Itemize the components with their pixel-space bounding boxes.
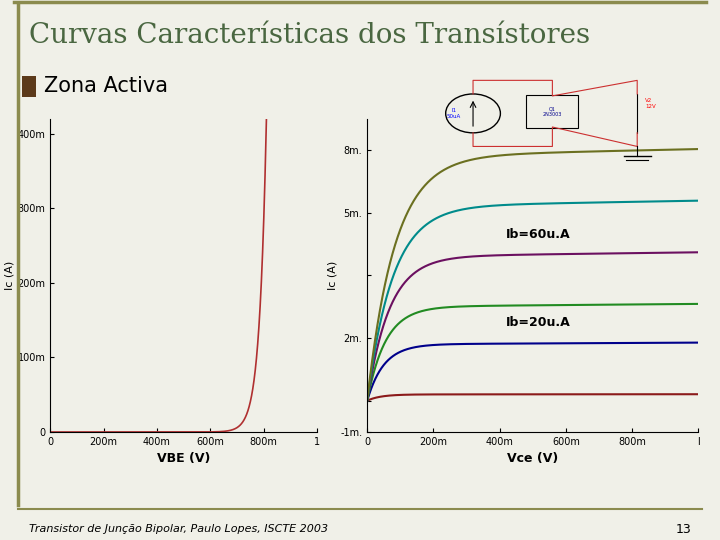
Text: 13: 13 — [675, 523, 691, 536]
Text: Transistor de Junção Bipolar, Paulo Lopes, ISCTE 2003: Transistor de Junção Bipolar, Paulo Lope… — [29, 524, 328, 535]
Text: Zona Activa: Zona Activa — [44, 76, 168, 96]
Text: Curvas Características dos Transístores: Curvas Características dos Transístores — [29, 22, 590, 49]
Text: Ib=20u.A: Ib=20u.A — [506, 315, 571, 328]
Y-axis label: Ic (A): Ic (A) — [328, 261, 338, 290]
Y-axis label: Ic (A): Ic (A) — [5, 261, 15, 290]
X-axis label: Vce (V): Vce (V) — [507, 453, 559, 465]
X-axis label: VBE (V): VBE (V) — [157, 453, 210, 465]
FancyBboxPatch shape — [22, 76, 36, 97]
Text: Ib=60u.A: Ib=60u.A — [506, 228, 571, 241]
Text: Q1
2N3003: Q1 2N3003 — [543, 106, 562, 117]
Text: I1
50uA: I1 50uA — [447, 108, 461, 119]
Text: V2
12V: V2 12V — [645, 98, 656, 109]
